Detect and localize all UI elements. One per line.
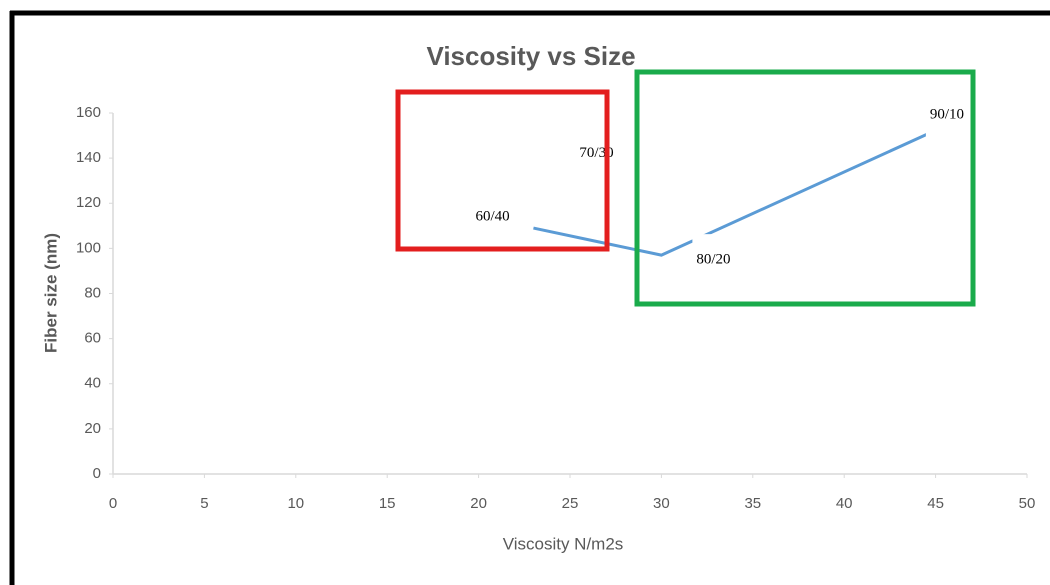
data-line — [533, 120, 955, 257]
x-tick-label: 50 — [1019, 495, 1036, 512]
x-tick-label: 10 — [287, 495, 304, 512]
x-tick-label: 35 — [744, 495, 761, 512]
y-tick-label: 20 — [84, 420, 101, 437]
x-axis-label: Viscosity N/m2s — [503, 534, 624, 553]
x-tick-label: 45 — [927, 495, 944, 512]
highlight-box-red — [395, 89, 610, 252]
y-tick-label: 140 — [76, 149, 101, 166]
label-background — [575, 127, 632, 178]
x-tick-label: 0 — [109, 495, 117, 512]
chart-title: Viscosity vs Size — [426, 41, 635, 71]
y-tick-label: 40 — [84, 375, 101, 392]
highlight-box-green — [634, 69, 976, 307]
data-label: 80/20 — [696, 252, 730, 268]
x-tick-label: 20 — [470, 495, 487, 512]
y-tick-label: 0 — [93, 465, 101, 482]
y-tick-label: 60 — [84, 330, 101, 347]
y-axis-label: Fiber size (nm) — [41, 233, 60, 353]
data-label: 60/40 — [475, 209, 509, 225]
x-tick-label: 15 — [379, 495, 396, 512]
plot-area: 0 20 40 60 80 100 120 140 160 0 5 10 15 20 25 30 35 40 45 5… — [76, 89, 1035, 512]
data-label: 90/10 — [930, 106, 964, 122]
x-tick-label: 25 — [562, 495, 579, 512]
y-tick-label: 160 — [76, 104, 101, 121]
y-tick-label: 80 — [84, 284, 101, 301]
y-tick-label: 120 — [76, 194, 101, 211]
x-tick-label: 30 — [653, 495, 670, 512]
label-background — [471, 191, 528, 242]
x-tick-label: 40 — [836, 495, 853, 512]
y-tick-label: 100 — [76, 239, 101, 256]
label-background — [692, 234, 749, 285]
x-tick-label: 5 — [200, 495, 208, 512]
